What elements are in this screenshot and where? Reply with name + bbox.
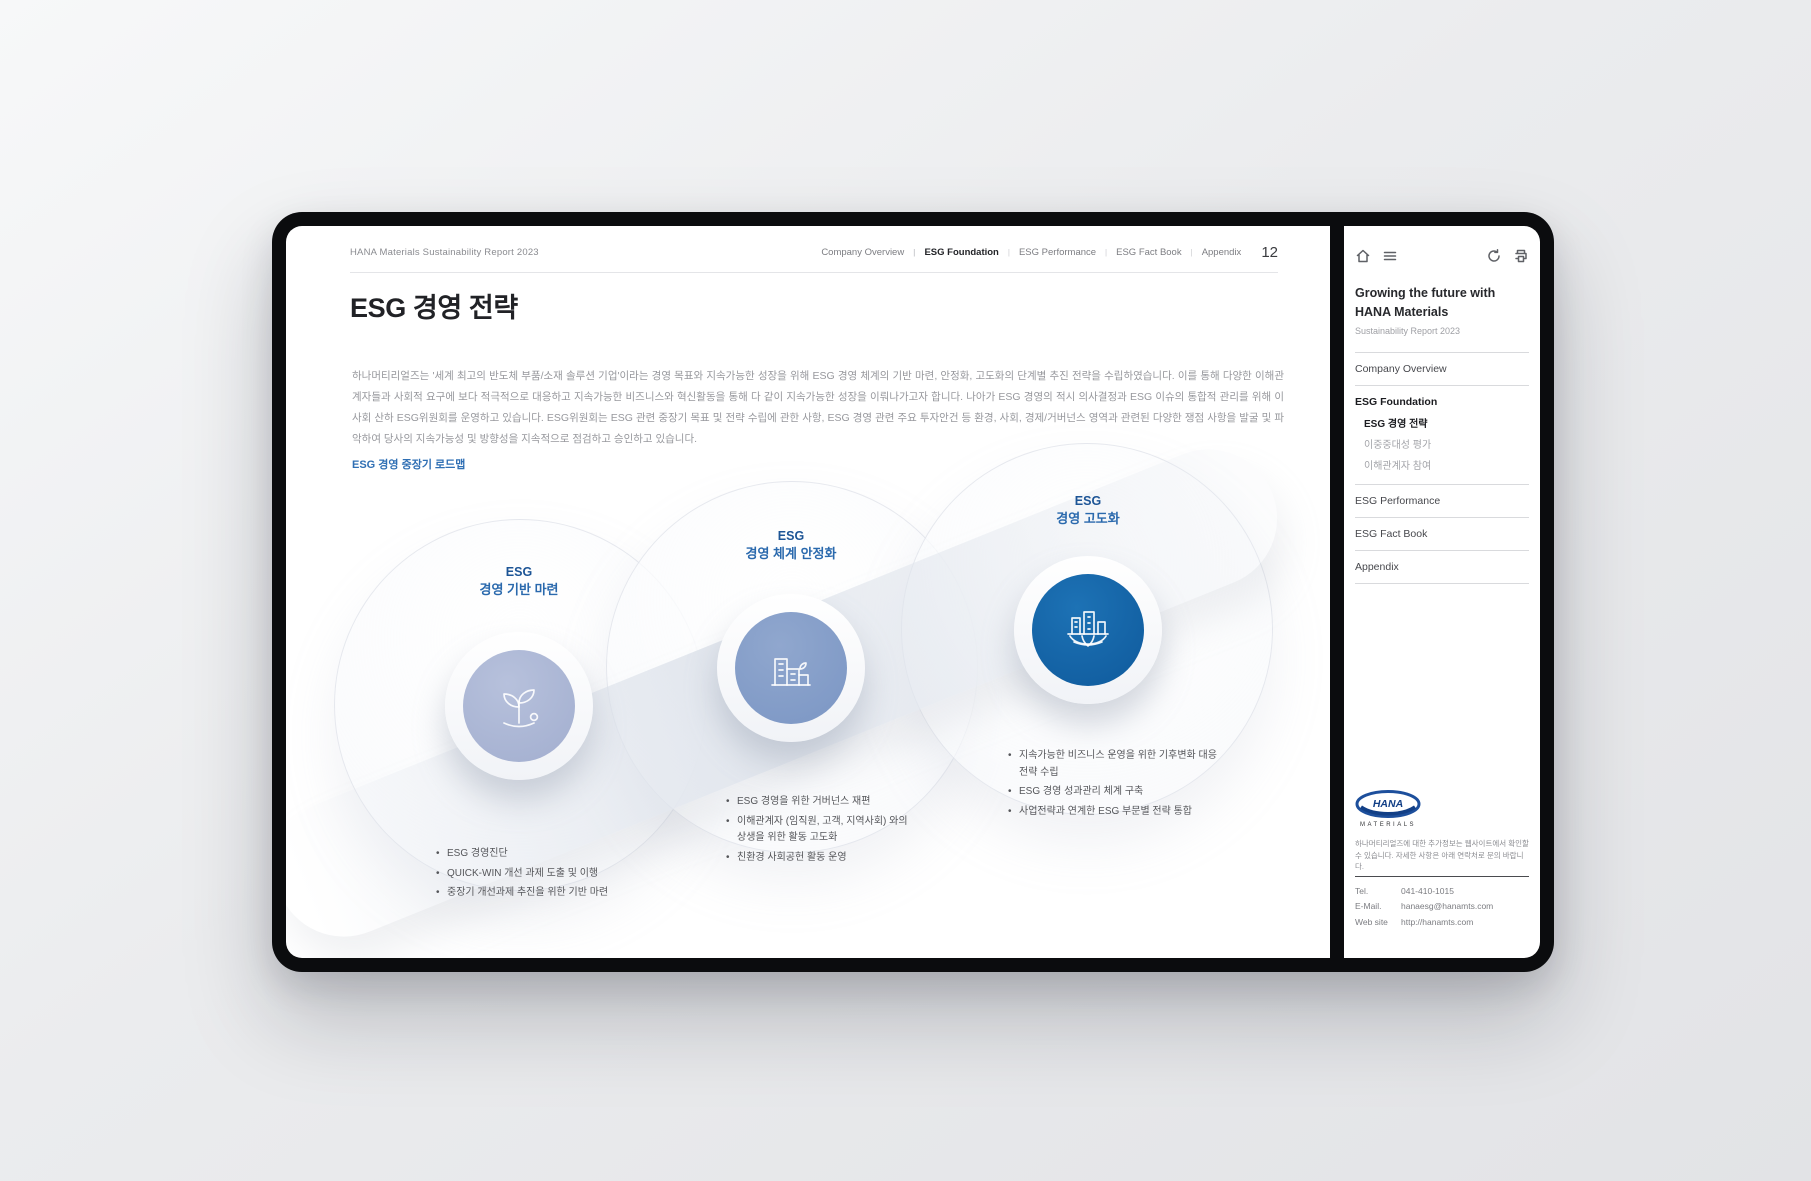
phase3-bullet-list: 지속가능한 비즈니스 운영을 위한 기후변화 대응 전략 수립 ESG 경영 성… xyxy=(1008,748,1220,823)
page-header: HANA Materials Sustainability Report 202… xyxy=(350,240,1278,264)
top-nav-appendix[interactable]: Appendix xyxy=(1182,247,1242,258)
phase1-label: ESG 경영 기반 마련 xyxy=(419,563,619,600)
phase2-label: ESG 경영 체계 안정화 xyxy=(691,527,891,564)
phase1-eyebrow: ESG xyxy=(505,565,533,579)
phase1-title: 경영 기반 마련 xyxy=(479,582,559,598)
sidebar-nav: Company Overview ESG Foundation ESG 경영 전… xyxy=(1355,352,1529,584)
refresh-icon[interactable] xyxy=(1486,248,1502,264)
list-item: ESG 경영을 위한 거버넌스 재편 xyxy=(726,794,914,811)
top-nav-company-overview[interactable]: Company Overview xyxy=(821,246,905,258)
hana-materials-logo: HANA MATERIALS xyxy=(1354,790,1422,835)
esg-roadmap-diagram: ESG 경영 기반 마련 ESG 경영 체계 안정화 ESG 경영 고도화 xyxy=(286,226,1330,958)
tel-value: 041-410-1015 xyxy=(1401,886,1454,896)
sidebar-subitem-stakeholders[interactable]: 이해관계자 참여 xyxy=(1364,461,1432,472)
roadmap-link[interactable]: ESG 경영 중장기 로드맵 xyxy=(352,459,466,471)
top-nav-esg-performance[interactable]: ESG Performance xyxy=(999,247,1096,258)
diagonal-ribbon xyxy=(286,428,1298,958)
list-item: ESG 경영 성과관리 체계 구축 xyxy=(1008,784,1220,801)
sidebar-item-esg-fact-book[interactable]: ESG Fact Book xyxy=(1355,528,1428,540)
sidebar-subheading: Sustainability Report 2023 xyxy=(1355,326,1461,336)
report-page: HANA Materials Sustainability Report 202… xyxy=(286,226,1330,958)
device-frame: HANA Materials Sustainability Report 202… xyxy=(272,212,1554,972)
phase1-circle xyxy=(445,632,593,780)
esg-foundation-subnav: ESG 경영 전략 이중중대성 평가 이해관계자 참여 xyxy=(1355,412,1529,484)
list-item: 지속가능한 비즈니스 운영을 위한 기후변화 대응 전략 수립 xyxy=(1008,748,1220,781)
phase2-bullet-list: ESG 경영을 위한 거버넌스 재편 이해관계자 (임직원, 고객, 지역사회)… xyxy=(726,794,914,869)
sidebar-subitem-esg-strategy[interactable]: ESG 경영 전략 xyxy=(1364,419,1428,430)
phase2-halo-circle xyxy=(606,481,978,853)
list-item: 중장기 개선과제 추진을 위한 기반 마련 xyxy=(436,885,636,902)
phase2-title: 경영 체계 안정화 xyxy=(745,546,837,562)
phase2-core-circle xyxy=(735,612,847,724)
contact-row-email: E-Mail. hanaesg@hanamts.com xyxy=(1355,901,1529,912)
email-label: E-Mail. xyxy=(1355,901,1382,912)
contact-block: Tel. 041-410-1015 E-Mail. hanaesg@hanamt… xyxy=(1355,886,1529,932)
sidebar-item-appendix[interactable]: Appendix xyxy=(1355,561,1399,573)
phase3-core-circle xyxy=(1032,574,1144,686)
phase3-halo-circle xyxy=(901,443,1273,815)
divider xyxy=(1355,352,1529,353)
green-factory-icon xyxy=(771,658,811,686)
tel-label: Tel. xyxy=(1355,886,1369,896)
report-title: HANA Materials Sustainability Report 202… xyxy=(350,246,539,258)
sidebar-item-company-overview[interactable]: Company Overview xyxy=(1355,363,1447,375)
divider xyxy=(1355,484,1529,485)
top-nav-esg-foundation[interactable]: ESG Foundation xyxy=(904,247,998,258)
intro-paragraph: 하나머티리얼즈는 '세계 최고의 반도체 부품/소재 솔루션 기업'이라는 경영… xyxy=(352,370,1284,445)
phase1-core-circle xyxy=(463,650,575,762)
phase3-label: ESG 경영 고도화 xyxy=(988,492,1188,529)
phase3-title: 경영 고도화 xyxy=(1056,511,1120,527)
divider xyxy=(1355,517,1529,518)
phase2-circle xyxy=(717,594,865,742)
phase2-eyebrow: ESG xyxy=(777,529,805,543)
phase3-eyebrow: ESG xyxy=(1074,494,1102,508)
home-icon[interactable] xyxy=(1355,248,1371,264)
contact-divider xyxy=(1355,876,1529,877)
web-value[interactable]: http://hanamts.com xyxy=(1401,916,1474,927)
sidebar-disclaimer: 하나머티리얼즈에 대한 추가정보는 웹사이트에서 확인할 수 있습니다. 자세한… xyxy=(1355,839,1529,872)
page-number: 12 xyxy=(1261,243,1278,261)
divider xyxy=(1355,385,1529,386)
menu-icon[interactable] xyxy=(1382,248,1398,264)
phase3-circle xyxy=(1014,556,1162,704)
phase1-bullet-list: ESG 경영진단 QUICK-WIN 개선 과제 도출 및 이행 중장기 개선과… xyxy=(436,846,636,905)
list-item: 사업전략과 연계한 ESG 부문별 전략 통합 xyxy=(1008,804,1220,821)
sidebar-item-esg-performance[interactable]: ESG Performance xyxy=(1355,495,1441,507)
sidebar-toolbar xyxy=(1355,248,1529,264)
logo-sub-text: MATERIALS xyxy=(1360,822,1416,828)
divider xyxy=(1355,550,1529,551)
sidebar-heading-line2: HANA Materials xyxy=(1355,304,1449,319)
list-item: ESG 경영진단 xyxy=(436,846,636,863)
page-title: ESG 경영 전략 xyxy=(350,293,518,323)
sidebar-heading-line1: Growing the future with xyxy=(1355,286,1496,300)
header-divider xyxy=(350,272,1278,273)
web-label: Web site xyxy=(1355,916,1388,927)
seedling-icon xyxy=(503,689,539,728)
list-item: 이해관계자 (임직원, 고객, 지역사회) 와의 상생을 위한 활동 고도화 xyxy=(726,814,914,847)
contact-row-web: Web site http://hanamts.com xyxy=(1355,917,1529,928)
contact-row-tel: Tel. 041-410-1015 xyxy=(1355,886,1529,897)
list-item: 친환경 사회공헌 활동 운영 xyxy=(726,850,914,867)
phase1-halo-circle xyxy=(334,519,706,891)
sidebar-item-esg-foundation[interactable]: ESG Foundation xyxy=(1355,396,1438,408)
logo-brand-text: HANA xyxy=(1373,798,1403,810)
top-nav-esg-fact-book[interactable]: ESG Fact Book xyxy=(1096,247,1181,258)
print-icon[interactable] xyxy=(1513,248,1529,264)
sustainable-city-icon xyxy=(1067,611,1109,647)
top-nav: Company Overview ESG Foundation ESG Perf… xyxy=(821,244,1278,261)
email-value[interactable]: hanaesg@hanamts.com xyxy=(1401,901,1494,912)
sidebar-heading: Growing the future with HANA Materials xyxy=(1355,284,1495,322)
sidebar-subitem-double-materiality[interactable]: 이중중대성 평가 xyxy=(1364,440,1432,451)
list-item: QUICK-WIN 개선 과제 도출 및 이행 xyxy=(436,866,636,883)
viewer-sidebar: Growing the future with HANA Materials S… xyxy=(1344,226,1540,958)
divider xyxy=(1355,583,1529,584)
